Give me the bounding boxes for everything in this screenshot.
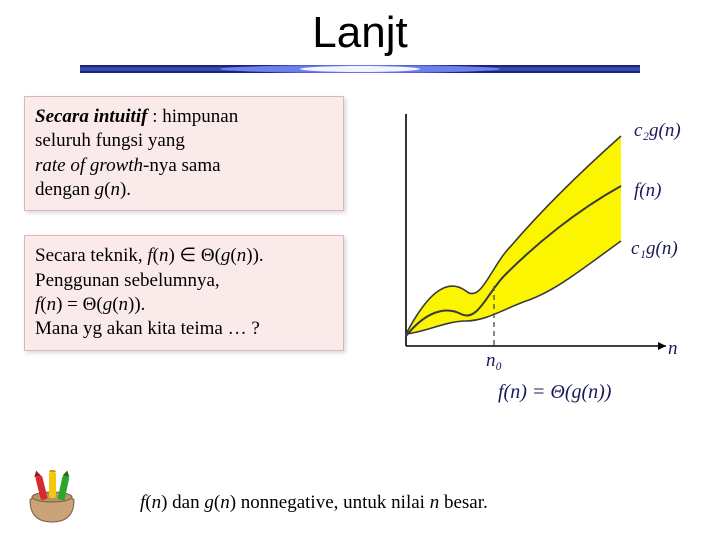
text: n — [237, 245, 247, 266]
label-n: n — [668, 338, 678, 359]
box2-line1: Secara teknik, f(n) ∈ Θ(g(n)). — [35, 244, 333, 268]
slide-title: Lanjt — [0, 8, 720, 58]
text: g — [221, 245, 231, 266]
technical-box: Secara teknik, f(n) ∈ Θ(g(n)). Penggunan… — [24, 235, 344, 350]
text: n — [47, 294, 57, 315]
crayons-icon — [20, 470, 84, 526]
text: ) = Θ( — [56, 294, 103, 315]
text: g — [95, 179, 105, 200]
box2-line4: Mana yg akan kita teima … ? — [35, 317, 333, 341]
intuition-box: Secara intuitif : himpunan seluruh fungs… — [24, 96, 344, 211]
text: )). — [246, 245, 263, 266]
box2-line3: f(n) = Θ(g(n)). — [35, 293, 333, 317]
text: n — [152, 492, 162, 513]
text: : himpunan — [147, 106, 238, 127]
text: dengan — [35, 179, 95, 200]
text: ) nonnegative, untuk nilai — [230, 492, 430, 513]
content-area: Secara intuitif : himpunan seluruh fungs… — [0, 96, 720, 351]
label-fn: f(n) — [634, 180, 661, 201]
bottom-note: f(n) dan g(n) nonnegative, untuk nilai n… — [140, 492, 488, 514]
text: -nya sama — [143, 155, 221, 176]
label-c1g: c₁g(n) — [631, 238, 678, 259]
text: Secara intuitif — [35, 106, 147, 127]
text: n — [110, 179, 120, 200]
text: n — [430, 492, 440, 513]
box1-line2: seluruh fungsi yang — [35, 129, 333, 153]
label-c2g: c₂g(n) — [634, 120, 681, 141]
text: rate of growth — [35, 155, 143, 176]
x-arrow — [658, 342, 666, 350]
text: g — [204, 492, 214, 513]
text: ). — [120, 179, 131, 200]
text: )). — [128, 294, 145, 315]
label-eq: f(n) = Θ(g(n)) — [498, 381, 612, 403]
title-underline — [80, 62, 640, 76]
box1-line3: rate of growth-nya sama — [35, 154, 333, 178]
text: besar. — [439, 492, 488, 513]
text: n — [119, 294, 129, 315]
box2-line2: Penggunan sebelumnya, — [35, 269, 333, 293]
box1-line4: dengan g(n). — [35, 178, 333, 202]
theta-figure: c₂g(n) f(n) c₁g(n) n₀ n f(n) = Θ(g(n)) — [366, 96, 706, 421]
text: Secara teknik, — [35, 245, 147, 266]
text: g — [103, 294, 113, 315]
label-n0: n₀ — [486, 350, 502, 371]
text: ) ∈ Θ( — [168, 245, 220, 266]
box1-line1: Secara intuitif : himpunan — [35, 105, 333, 129]
text: ) dan — [161, 492, 204, 513]
text: n — [220, 492, 230, 513]
